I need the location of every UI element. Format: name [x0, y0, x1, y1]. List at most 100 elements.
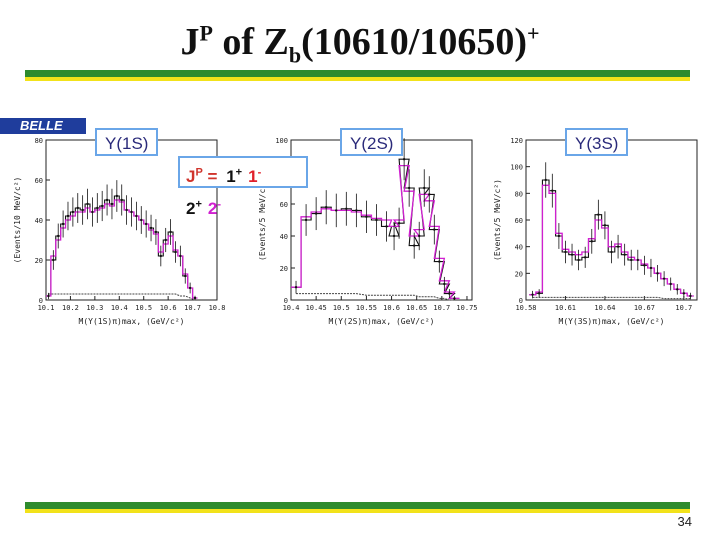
- data-point: [67, 215, 69, 217]
- data-point: [610, 251, 612, 253]
- data-point: [375, 219, 377, 221]
- y-axis-label: (Events/10 MeV/c²): [13, 177, 22, 264]
- y-tick-label: 60: [35, 177, 43, 185]
- y-tick-label: 60: [515, 217, 523, 225]
- series-0-line: [529, 180, 693, 296]
- slide-title: JP of Zb(10610/10650)+: [0, 20, 720, 69]
- data-point: [72, 211, 74, 213]
- data-point: [174, 251, 176, 253]
- y-tick-label: 40: [35, 217, 43, 225]
- x-tick-label: 10.64: [594, 304, 615, 312]
- data-point: [551, 189, 553, 191]
- data-point: [62, 223, 64, 225]
- data-point: [413, 244, 415, 246]
- x-axis-label: M(Υ(2S)π)max, (GeV/c²): [329, 317, 435, 326]
- jp-entry-1: 1-: [248, 167, 261, 186]
- data-point: [96, 207, 98, 209]
- x-tick-label: 10.55: [356, 304, 377, 312]
- data-point: [189, 287, 191, 289]
- data-point: [116, 195, 118, 197]
- x-tick-label: 10.6: [383, 304, 400, 312]
- data-point: [295, 286, 297, 288]
- data-point: [650, 267, 652, 269]
- data-point: [52, 259, 54, 261]
- x-tick-label: 10.5: [135, 304, 152, 312]
- y-tick-label: 60: [280, 201, 288, 209]
- chart-upsilon-3s: 10.58 10.61 10.64 10.67 10.7020406080100120M…: [490, 130, 705, 330]
- x-tick-label: 10.61: [555, 304, 576, 312]
- data-point: [577, 259, 579, 261]
- x-tick-label: 10.58: [515, 304, 536, 312]
- data-point: [57, 235, 59, 237]
- data-point: [637, 259, 639, 261]
- data-point: [393, 235, 395, 237]
- x-tick-label: 10.5: [333, 304, 350, 312]
- y-axis-label: (Events/5 MeV/c²): [258, 179, 267, 261]
- data-point: [91, 211, 93, 213]
- data-point: [345, 208, 347, 210]
- y-tick-label: 0: [284, 297, 288, 305]
- data-point: [564, 251, 566, 253]
- data-point: [418, 235, 420, 237]
- x-tick-label: 10.7: [184, 304, 201, 312]
- y-tick-label: 120: [510, 137, 523, 145]
- background-curve: [533, 297, 691, 298]
- x-tick-label: 10.2: [62, 304, 79, 312]
- data-point: [125, 209, 127, 211]
- jp-prefix: JP =: [186, 167, 222, 186]
- data-point: [558, 235, 560, 237]
- y-tick-label: 40: [280, 233, 288, 241]
- data-point: [443, 283, 445, 285]
- x-tick-label: 10.4: [283, 304, 300, 312]
- data-point: [438, 260, 440, 262]
- y-tick-label: 0: [39, 297, 43, 305]
- data-point: [683, 292, 685, 294]
- data-point: [130, 211, 132, 213]
- data-point: [656, 272, 658, 274]
- data-point: [398, 222, 400, 224]
- data-point: [184, 275, 186, 277]
- data-point: [155, 231, 157, 233]
- data-point: [179, 255, 181, 257]
- data-point: [630, 259, 632, 261]
- data-point: [135, 215, 137, 217]
- data-point: [385, 225, 387, 227]
- jp-entry-3: 2-: [208, 199, 221, 218]
- data-point: [448, 292, 450, 294]
- data-point: [538, 292, 540, 294]
- data-point: [101, 205, 103, 207]
- data-point: [597, 213, 599, 215]
- data-point: [604, 224, 606, 226]
- data-point: [531, 293, 533, 295]
- x-tick-label: 10.45: [306, 304, 327, 312]
- data-point: [453, 297, 455, 299]
- y-tick-label: 100: [275, 137, 288, 145]
- y-tick-label: 80: [515, 190, 523, 198]
- y-tick-label: 40: [515, 244, 523, 252]
- data-point: [86, 203, 88, 205]
- data-point: [165, 239, 167, 241]
- x-axis-label: M(Υ(1S)π)max, (GeV/c²): [79, 317, 185, 326]
- x-tick-label: 10.7: [433, 304, 450, 312]
- data-point: [365, 216, 367, 218]
- x-tick-label: 10.65: [406, 304, 427, 312]
- data-point: [106, 199, 108, 201]
- data-point: [643, 264, 645, 266]
- data-point: [111, 203, 113, 205]
- data-point: [47, 295, 49, 297]
- bottom-divider: [25, 502, 690, 513]
- data-point: [584, 256, 586, 258]
- data-point: [150, 227, 152, 229]
- data-point: [77, 207, 79, 209]
- y-tick-label: 100: [510, 164, 523, 172]
- x-tick-label: 10.1: [38, 304, 55, 312]
- data-point: [689, 295, 691, 297]
- plot-frame: [526, 140, 697, 300]
- data-point: [623, 253, 625, 255]
- data-point: [408, 187, 410, 189]
- data-point: [669, 283, 671, 285]
- data-point: [403, 158, 405, 160]
- data-point: [305, 219, 307, 221]
- data-point: [571, 253, 573, 255]
- data-point: [121, 199, 123, 201]
